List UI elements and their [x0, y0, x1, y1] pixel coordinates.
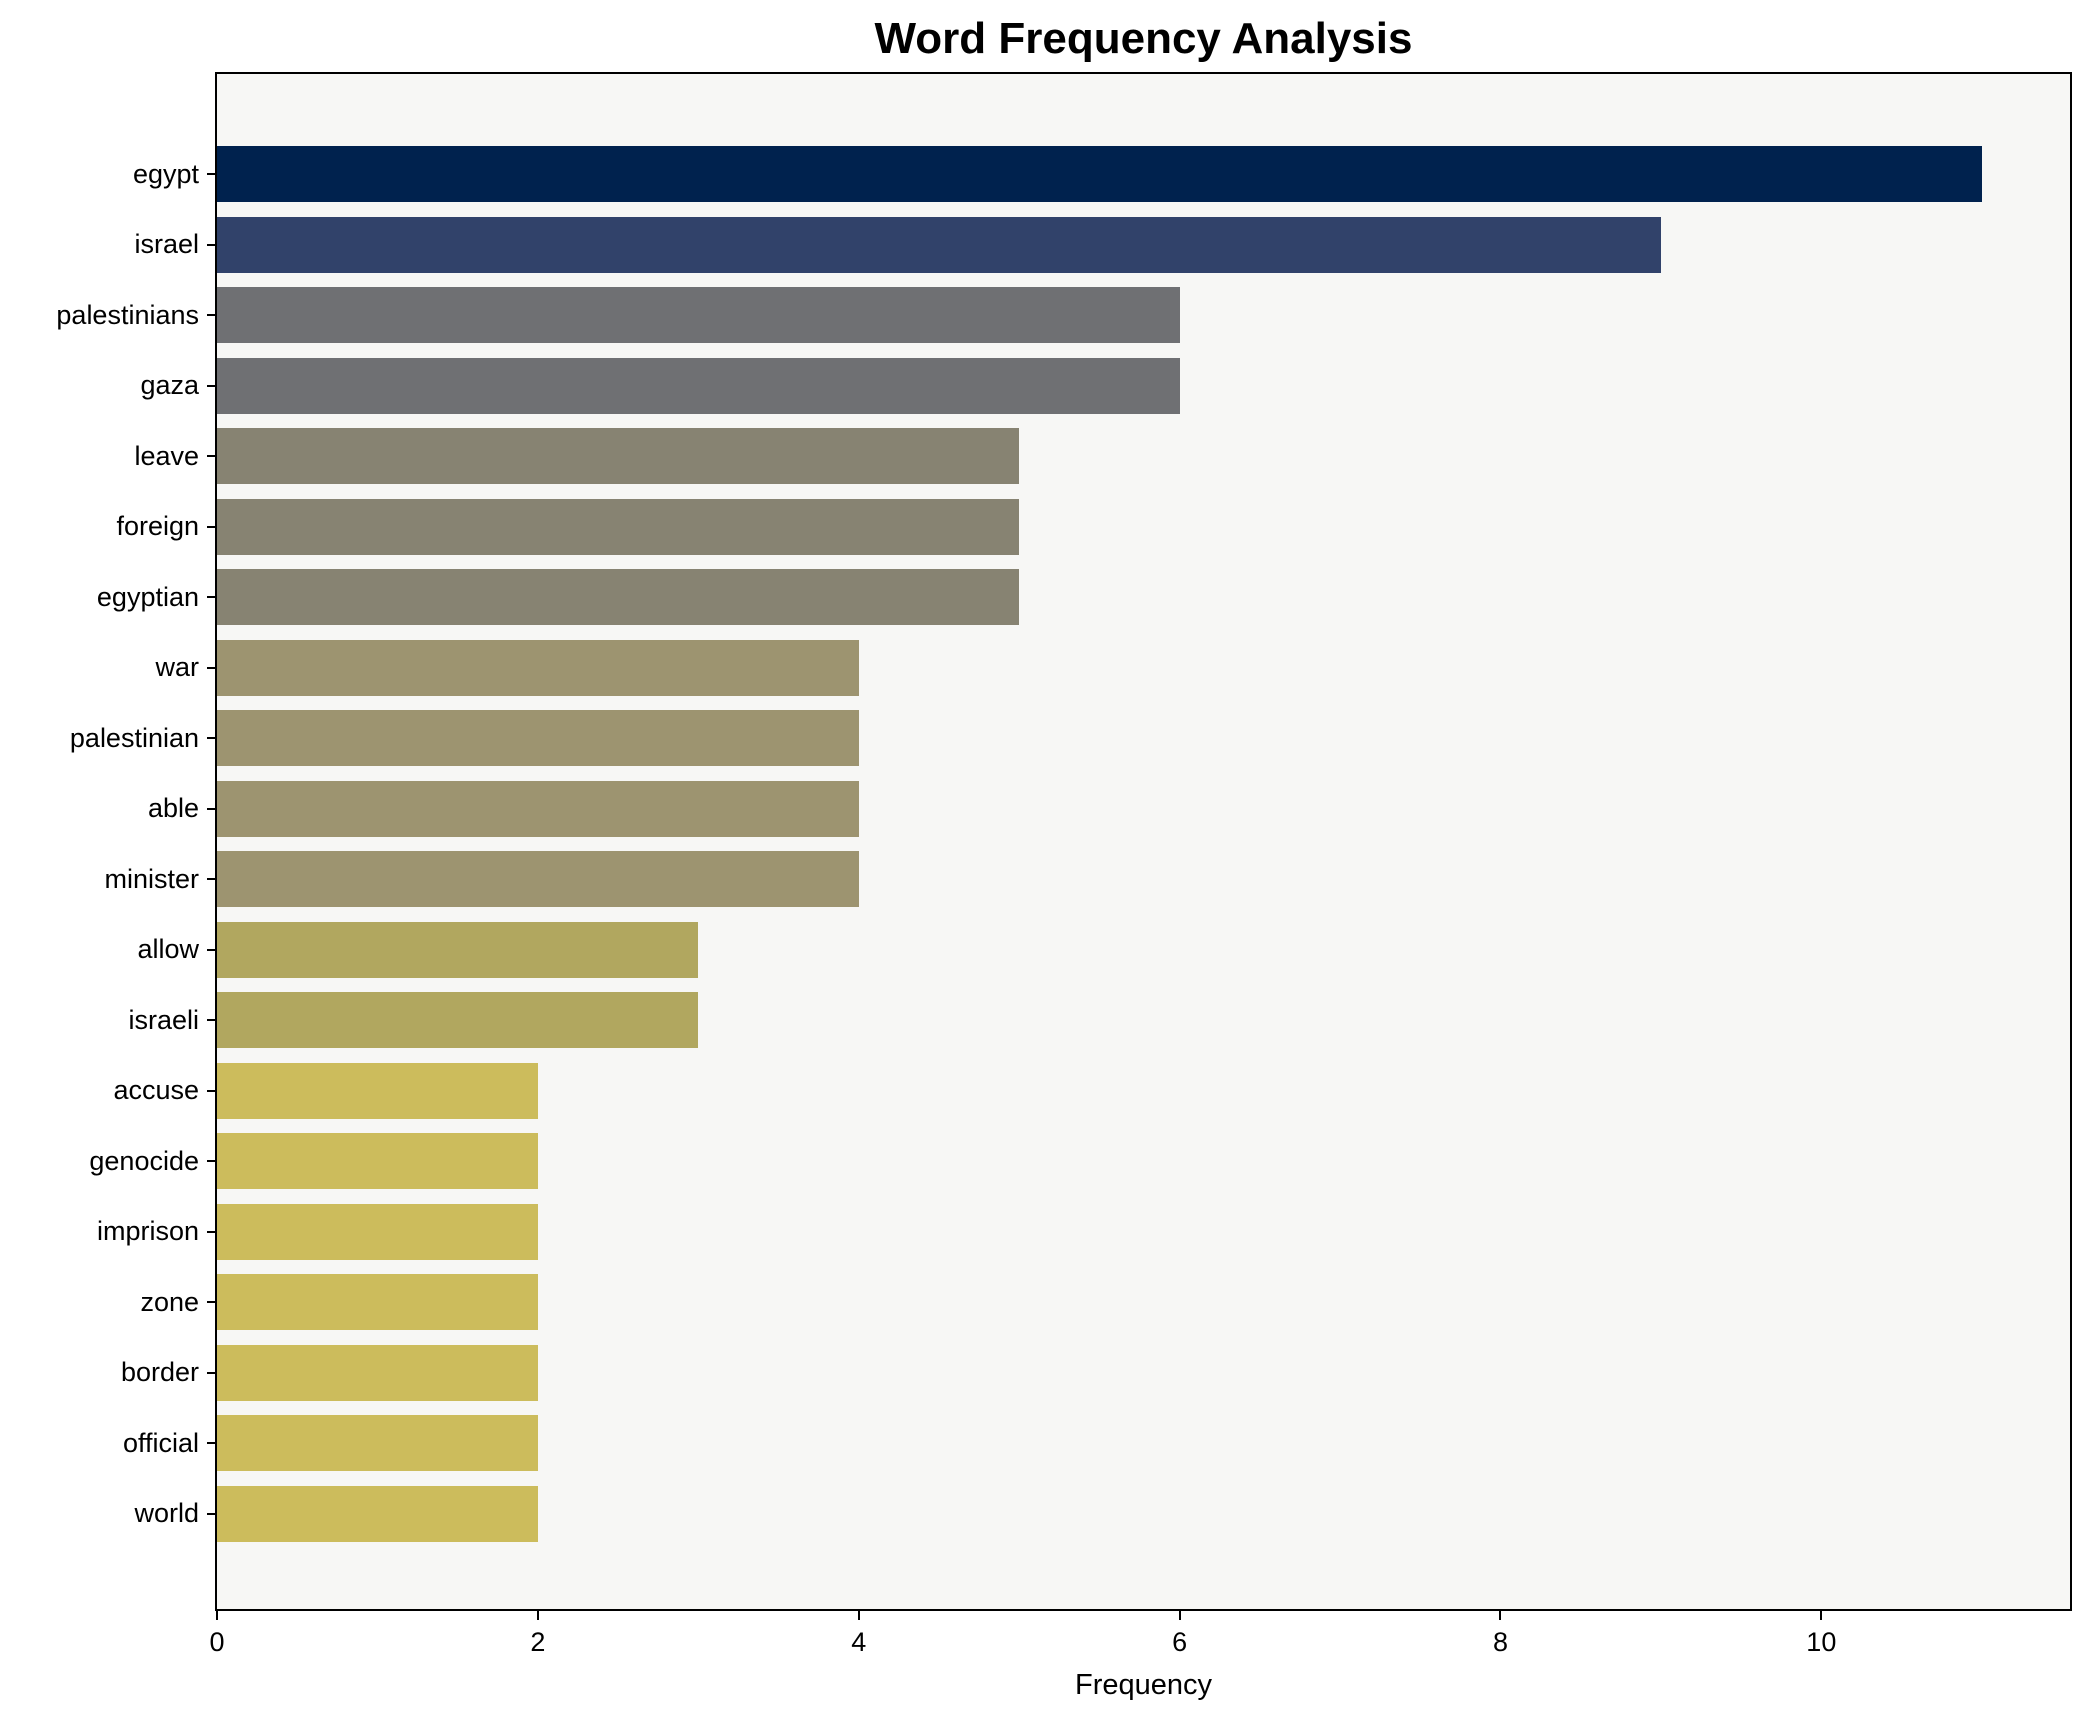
- bar-foreign: [217, 498, 1020, 555]
- y-tick-label-official: official: [122, 1427, 199, 1458]
- y-tick: [207, 384, 215, 387]
- y-tick: [207, 807, 215, 810]
- y-tick-label-palestinian: palestinian: [69, 722, 199, 753]
- y-tick: [207, 878, 215, 880]
- bar-egyptian: [217, 569, 1020, 625]
- x-tick: [536, 1611, 539, 1620]
- y-tick: [207, 455, 215, 457]
- y-tick-label-accuse: accuse: [113, 1075, 199, 1105]
- bar-israel: [217, 216, 1661, 273]
- y-tick: [207, 1371, 215, 1374]
- bar-palestinian: [217, 710, 859, 766]
- y-tick: [207, 1512, 215, 1515]
- y-tick-label-egyptian: egyptian: [96, 581, 199, 612]
- x-tick-label-0: 0: [209, 1627, 225, 1657]
- y-tick: [207, 525, 215, 528]
- y-tick-label-egypt: egypt: [132, 158, 199, 189]
- bar-israeli: [217, 992, 699, 1048]
- bar-able: [217, 780, 859, 837]
- bar-official: [217, 1415, 538, 1471]
- y-tick-label-leave: leave: [134, 440, 199, 471]
- bar-imprison: [217, 1203, 538, 1260]
- y-tick: [207, 1442, 215, 1444]
- bar-war: [217, 639, 859, 696]
- y-tick: [207, 948, 215, 951]
- y-tick: [207, 1230, 215, 1233]
- y-tick-label-gaza: gaza: [140, 370, 199, 400]
- bar-border: [217, 1344, 538, 1401]
- y-tick-label-israeli: israeli: [128, 1004, 199, 1035]
- x-tick-label-10: 10: [1806, 1627, 1837, 1657]
- y-tick-label-allow: allow: [137, 934, 199, 964]
- bar-egypt: [217, 146, 1982, 202]
- bar-gaza: [217, 357, 1180, 414]
- bar-world: [217, 1485, 538, 1542]
- y-tick-label-palestinians: palestinians: [56, 299, 199, 330]
- chart-title: Word Frequency Analysis: [874, 14, 1413, 63]
- bar-accuse: [217, 1062, 538, 1119]
- plot-area: Frequency egypt israel palestinians gaza lea…: [56, 72, 2072, 1701]
- x-tick-label-6: 6: [1172, 1627, 1188, 1657]
- bar-allow: [217, 921, 699, 978]
- x-tick: [1178, 1611, 1181, 1620]
- y-tick: [207, 1089, 215, 1092]
- bar-palestinians: [217, 287, 1180, 343]
- bar-zone: [217, 1274, 538, 1330]
- y-tick-label-war: war: [155, 652, 199, 682]
- x-tick: [857, 1611, 860, 1620]
- y-tick: [207, 243, 215, 246]
- y-tick: [207, 737, 215, 739]
- y-tick: [207, 596, 215, 598]
- y-tick-label-imprison: imprison: [96, 1216, 199, 1246]
- bar-genocide: [217, 1133, 538, 1189]
- y-tick-label-world: world: [134, 1498, 199, 1528]
- y-tick: [207, 173, 215, 175]
- x-axis-label: Frequency: [1074, 1669, 1212, 1701]
- x-tick: [1499, 1611, 1502, 1620]
- y-tick: [207, 314, 215, 316]
- y-tick-label-able: able: [147, 793, 199, 823]
- y-tick-label-border: border: [120, 1357, 199, 1387]
- y-tick-label-genocide: genocide: [89, 1145, 199, 1176]
- x-tick: [1820, 1611, 1823, 1620]
- y-tick-label-zone: zone: [140, 1286, 199, 1317]
- bar-leave: [217, 428, 1020, 484]
- y-tick: [207, 666, 215, 669]
- x-tick-label-2: 2: [530, 1627, 546, 1657]
- y-tick: [207, 1019, 215, 1021]
- y-tick-label-foreign: foreign: [116, 511, 199, 541]
- y-tick-label-israel: israel: [134, 229, 199, 259]
- bar-minister: [217, 851, 859, 907]
- x-tick-label-4: 4: [851, 1627, 867, 1657]
- y-tick: [207, 1160, 215, 1162]
- y-tick-label-minister: minister: [104, 863, 199, 894]
- x-tick-label-8: 8: [1492, 1627, 1508, 1657]
- y-tick: [207, 1301, 215, 1303]
- x-tick: [216, 1611, 218, 1620]
